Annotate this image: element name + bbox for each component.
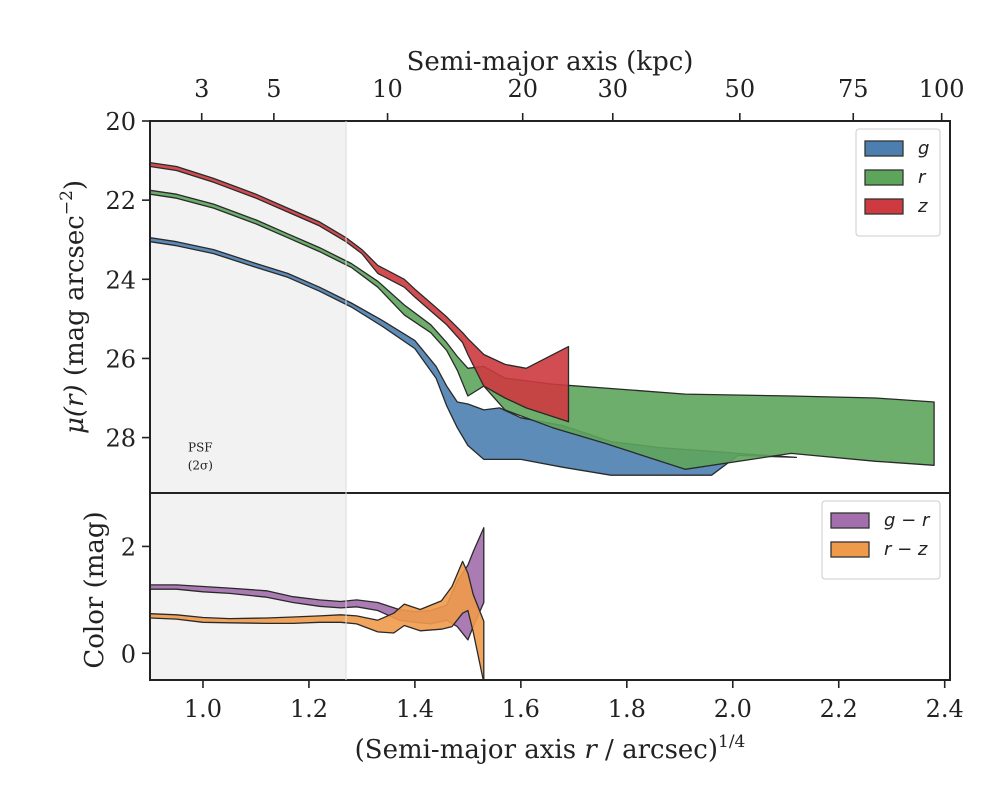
x-axis-label-rest: / arcsec) (597, 735, 718, 765)
surface-brightness-bands (150, 161, 935, 476)
bottom-y-axis: 02 (121, 533, 150, 668)
bottom-x-axis-label: (Semi-major axis r / arcsec)1/4 (355, 732, 746, 765)
bottom-x-tick-label: 2.0 (714, 695, 752, 723)
top-y-axis: 20 22 24 26 28 (105, 108, 150, 453)
color-panel: 02 1.0 1.2 1.4 1.6 1.8 2.0 2.2 2.4 Color (mag) … (80, 492, 964, 765)
top-x-axis-kpc: 3 5 10 20 30 50 75 100 (194, 75, 965, 121)
top-x-tick-label: 5 (266, 75, 281, 103)
top-legend-swatch (864, 198, 904, 215)
bottom-legend-swatch (830, 512, 870, 529)
top-legend-label: r (918, 167, 927, 188)
top-x-tick-label: 20 (507, 75, 538, 103)
top-x-tick-label: 30 (598, 75, 629, 103)
bottom-x-tick-label: 1.0 (184, 695, 222, 723)
top-y-tick-label: 26 (105, 345, 136, 373)
bottom-y-tick-label: 2 (121, 533, 136, 561)
top-legend-label: z (917, 196, 928, 217)
top-y-axis-label: μ(r) (mag arcsec−2) (57, 180, 90, 434)
bottom-legend-label: g − r (884, 510, 931, 531)
bottom-legend-label: r − z (884, 539, 928, 560)
bottom-legend-swatch (830, 541, 870, 558)
psf-label: PSF (188, 440, 213, 454)
bottom-legend: g − r r − z (821, 500, 941, 580)
top-legend-swatch (864, 169, 904, 186)
mu-band-z (150, 161, 570, 423)
top-legend: grz (855, 128, 941, 237)
top-x-tick-label: 50 (725, 75, 756, 103)
surface-brightness-panel: PSF (2σ) 20 22 24 26 28 3 5 10 20 30 50 75 100 Semi… (57, 47, 965, 494)
top-x-tick-label: 10 (372, 75, 403, 103)
bottom-y-tick-label: 0 (121, 640, 136, 668)
color-bands (150, 527, 485, 680)
bottom-y-axis-label: Color (mag) (80, 511, 110, 668)
bottom-x-tick-label: 1.4 (396, 695, 434, 723)
top-y-axis-label-exp: −2 (57, 190, 77, 215)
x-axis-label-exp: 1/4 (718, 732, 745, 752)
top-x-tick-label: 3 (194, 75, 209, 103)
top-legend-swatch (864, 140, 904, 157)
x-axis-label-var: r (584, 735, 598, 765)
top-y-tick-label: 24 (105, 266, 136, 294)
bottom-x-tick-label: 2.2 (820, 695, 858, 723)
bottom-x-tick-label: 1.2 (290, 695, 328, 723)
x-axis-label-main: (Semi-major axis (355, 735, 585, 765)
top-x-tick-label: 100 (919, 75, 965, 103)
psf-sigma-label: (2σ) (188, 458, 213, 472)
top-y-axis-label-unit: (mag arcsec (60, 215, 90, 384)
bottom-x-tick-label: 2.4 (926, 695, 964, 723)
mu-band-r (150, 189, 935, 470)
top-x-tick-label: 75 (838, 75, 869, 103)
top-x-axis-label: Semi-major axis (kpc) (407, 47, 694, 77)
bottom-x-axis: 1.0 1.2 1.4 1.6 1.8 2.0 2.2 2.4 (184, 680, 964, 723)
top-legend-label: g (918, 138, 929, 159)
bottom-x-tick-label: 1.6 (502, 695, 540, 723)
top-y-axis-label-close: ) (60, 180, 90, 190)
top-y-tick-label: 22 (105, 187, 136, 215)
color-band-rz (150, 560, 485, 680)
top-y-tick-label: 20 (105, 108, 136, 136)
top-y-axis-label-mu: μ(r) (60, 384, 90, 434)
bottom-panel-frame (149, 492, 951, 681)
bottom-x-tick-label: 1.8 (608, 695, 646, 723)
psf-region (150, 121, 347, 493)
top-y-tick-label: 28 (105, 425, 136, 453)
